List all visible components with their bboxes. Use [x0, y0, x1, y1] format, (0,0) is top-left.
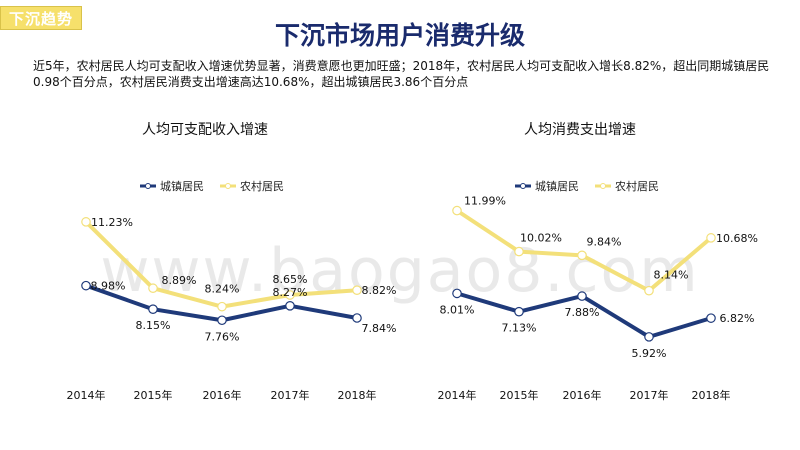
- data-point-rural: [217, 301, 227, 312]
- data-label-urban: 6.82%: [720, 312, 755, 325]
- data-point-urban: [285, 300, 295, 311]
- data-point-urban: [352, 313, 362, 323]
- data-label-urban: 5.92%: [632, 347, 667, 360]
- data-label-urban: 8.15%: [136, 319, 171, 332]
- data-point-rural: [148, 283, 158, 294]
- legend-marker-rural: [225, 183, 231, 189]
- section-tag: 下沉趋势: [0, 6, 82, 30]
- data-label-urban: 8.27%: [273, 286, 308, 299]
- data-label-urban: 7.84%: [362, 322, 397, 335]
- data-point-urban: [81, 280, 91, 291]
- legend-marker-urban: [520, 183, 526, 189]
- data-point-urban: [644, 332, 654, 342]
- data-point-rural: [644, 285, 654, 296]
- data-point-urban: [148, 304, 158, 314]
- data-label-rural: 8.82%: [362, 284, 397, 297]
- chart-title: 人均消费支出增速: [524, 122, 636, 138]
- data-point-urban: [452, 288, 462, 299]
- data-label-rural: 8.89%: [162, 274, 197, 287]
- x-tick-label: 2015年: [500, 388, 539, 402]
- x-tick-label: 2014年: [438, 388, 477, 402]
- data-point-rural: [577, 250, 587, 261]
- data-point-rural: [514, 246, 524, 257]
- x-tick-label: 2017年: [271, 388, 310, 402]
- x-tick-label: 2017年: [630, 388, 669, 402]
- data-label-rural: 8.14%: [654, 269, 689, 282]
- data-point-rural: [285, 290, 295, 300]
- legend-marker-rural: [600, 183, 606, 189]
- data-label-urban: 7.76%: [205, 330, 240, 343]
- income-growth-chart: 人均可支配收入增速 城镇居民 农村居民 11.23% 8.89% 8.24% 8.65% 8.…: [40, 112, 397, 412]
- data-point-urban: [706, 313, 716, 323]
- data-label-urban: 8.01%: [440, 303, 475, 316]
- chart-title: 人均可支配收入增速: [142, 122, 268, 138]
- x-tick-label: 2015年: [134, 388, 173, 402]
- x-tick-label: 2018年: [338, 388, 377, 402]
- legend-marker-urban: [145, 183, 151, 189]
- data-label-rural: 9.84%: [587, 235, 622, 248]
- data-point-rural: [452, 205, 462, 216]
- data-point-urban: [514, 306, 524, 317]
- legend-label-rural: 农村居民: [615, 179, 659, 193]
- data-label-rural: 8.65%: [273, 273, 308, 286]
- data-label-rural: 10.68%: [716, 232, 758, 245]
- x-tick-label: 2016年: [563, 388, 602, 402]
- data-point-urban: [217, 315, 227, 326]
- x-tick-label: 2014年: [67, 388, 106, 402]
- chart-legend: 城镇居民 农村居民: [515, 179, 659, 193]
- data-label-rural: 11.23%: [91, 216, 133, 229]
- data-point-rural: [706, 233, 716, 243]
- data-point-urban: [577, 291, 587, 301]
- data-point-rural: [352, 285, 362, 295]
- data-label-urban: 7.13%: [502, 322, 537, 335]
- consumption-growth-chart: 人均消费支出增速城镇居民 农村居民 11.99% 10.02% 9.84% 8.14% 10…: [415, 112, 765, 412]
- legend-label-urban: 城镇居民: [160, 179, 204, 193]
- legend-label-rural: 农村居民: [240, 179, 284, 193]
- intro-text: 近5年，农村居民人均可支配收入增速优势显著，消费意愿也更加旺盛；2018年，农村…: [33, 59, 770, 89]
- section-tag-label: 下沉趋势: [8, 9, 73, 28]
- data-label-urban: 8.98%: [91, 280, 126, 293]
- x-tick-label: 2016年: [203, 388, 242, 402]
- data-label-rural: 10.02%: [520, 232, 562, 245]
- legend-label-urban: 城镇居民: [535, 179, 579, 193]
- data-label-rural: 11.99%: [464, 195, 506, 208]
- data-label-urban: 7.88%: [565, 306, 600, 319]
- x-tick-label: 2018年: [692, 388, 731, 402]
- chart-legend: 城镇居民 农村居民: [140, 179, 284, 193]
- data-point-rural: [81, 217, 91, 227]
- data-label-rural: 8.24%: [205, 283, 240, 296]
- page-title: 下沉市场用户消费升级: [274, 21, 525, 50]
